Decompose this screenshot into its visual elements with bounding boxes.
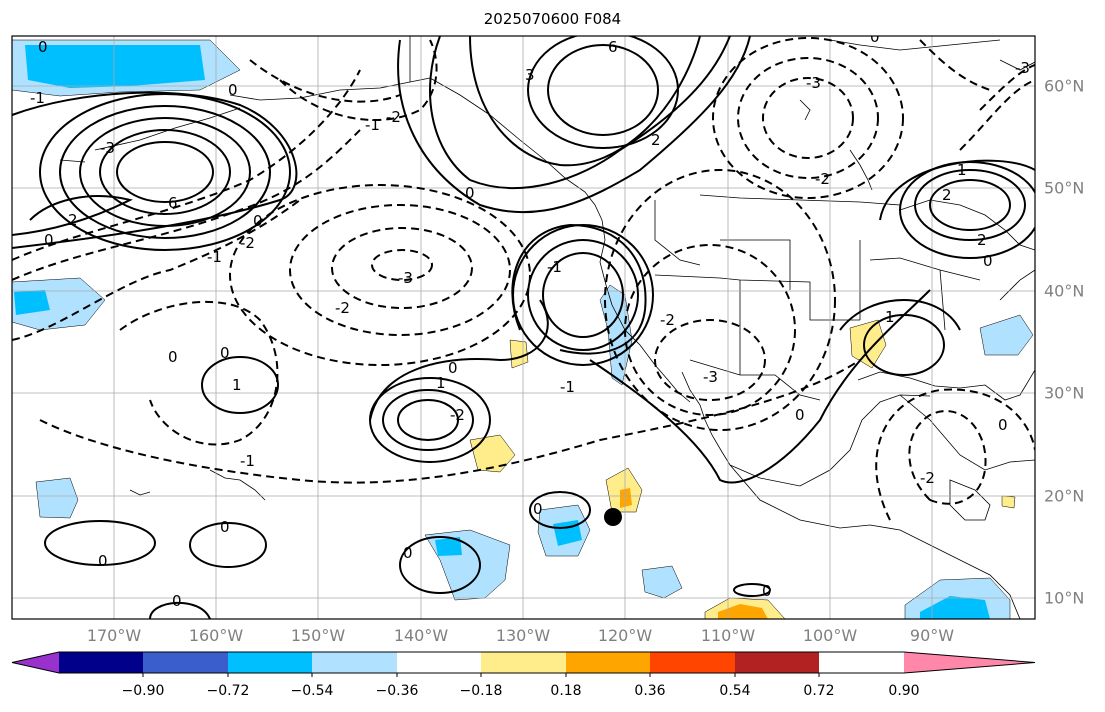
solid-contours xyxy=(12,36,1035,619)
contour-label: 0 xyxy=(983,252,993,270)
contour-label: -2 xyxy=(386,108,401,126)
contour-label: -3 xyxy=(398,269,413,287)
contour-label: -3 xyxy=(806,74,821,92)
colorbar-outline xyxy=(11,651,1036,674)
contour-label: -1 xyxy=(547,258,562,276)
contour-label: -3 xyxy=(703,368,718,386)
dashed-contours xyxy=(12,37,1035,521)
lon-label: 110°W xyxy=(700,626,756,645)
contour-label: -2 xyxy=(660,311,675,329)
lat-label: 60°N xyxy=(1044,76,1085,96)
colorbar-tick-label: −0.18 xyxy=(459,683,503,699)
lon-label: 160°W xyxy=(188,626,244,645)
contour-label: -1 xyxy=(30,89,45,107)
lat-label: 20°N xyxy=(1044,486,1085,506)
contour-label: 0 xyxy=(44,231,54,249)
contour-label: 2 xyxy=(977,231,987,249)
colorbar-segment xyxy=(566,652,650,673)
colorbar-segment xyxy=(228,652,312,673)
contour-label: 0 xyxy=(403,544,413,562)
lon-label: 150°W xyxy=(290,626,346,645)
lon-label: 140°W xyxy=(393,626,449,645)
colorbar-segment xyxy=(650,652,735,673)
contour-label: -1 xyxy=(365,116,380,134)
contour-label: 0 xyxy=(533,500,543,518)
contour-label: -2 xyxy=(240,234,255,252)
contour-label: -2 xyxy=(450,406,465,424)
storm-position-marker xyxy=(604,508,622,526)
colorbar-tick-label: 0.90 xyxy=(888,683,920,699)
contour-label: -3 xyxy=(100,139,115,157)
colorbar-tick-label: −0.90 xyxy=(121,683,165,699)
contour-label: -2 xyxy=(815,170,830,188)
lat-label: 50°N xyxy=(1044,178,1085,198)
contour-label: 0 xyxy=(168,348,178,366)
lon-label: 130°W xyxy=(495,626,551,645)
colorbar-segment xyxy=(59,652,143,673)
lon-label: 90°W xyxy=(909,626,955,645)
shaded-anomaly-regions xyxy=(12,39,1034,619)
contour-label: 0 xyxy=(38,38,48,56)
contour-label: 0 xyxy=(228,81,238,99)
contour-label: -3 xyxy=(1015,59,1030,77)
lat-label: 30°N xyxy=(1044,383,1085,403)
colorbar-tick-label: −0.54 xyxy=(290,683,334,699)
contour-label: 0 xyxy=(762,582,772,600)
contour-label: 0 xyxy=(220,344,230,362)
colorbar-tick-label: −0.36 xyxy=(375,683,419,699)
colorbar-segment xyxy=(481,652,566,673)
contour-label: 0 xyxy=(795,406,805,424)
contour-label: 1 xyxy=(885,308,895,326)
map-title: 2025070600 F084 xyxy=(483,10,622,28)
colorbar-tick-label: 0.18 xyxy=(550,683,582,699)
contour-label: 0 xyxy=(220,518,230,536)
lat-label: 40°N xyxy=(1044,281,1085,301)
contour-label: -1 xyxy=(240,452,255,470)
contour-label: 1 xyxy=(957,161,967,179)
colorbar-extend-low xyxy=(12,652,59,673)
gridlines xyxy=(12,36,1035,619)
colorbar-tick-label: −0.72 xyxy=(206,683,250,699)
colorbar-segment xyxy=(397,652,481,673)
colorbar xyxy=(11,651,1036,677)
contour-label: 0 xyxy=(870,28,880,46)
contour-labels: 0 -1 -3 6 2 0 -1 -2 0 0 -1 -2 3 6 2 0 -3… xyxy=(30,28,1030,610)
contour-label: 0 xyxy=(465,184,475,202)
contour-label: 3 xyxy=(525,66,535,84)
lat-label: 10°N xyxy=(1044,588,1085,608)
lon-label: 170°W xyxy=(86,626,142,645)
contour-label: 0 xyxy=(98,552,108,570)
contour-label: 1 xyxy=(436,374,446,392)
contour-label: 2 xyxy=(942,186,952,204)
map-frame xyxy=(11,35,1036,620)
colorbar-tick-label: 0.54 xyxy=(719,683,751,699)
colorbar-tick-label: 0.72 xyxy=(803,683,835,699)
contour-label: 2 xyxy=(68,211,78,229)
contour-label: 6 xyxy=(608,38,618,56)
contour-label: -2 xyxy=(335,299,350,317)
contour-label: -2 xyxy=(920,469,935,487)
lon-label: 100°W xyxy=(802,626,858,645)
contour-label: 0 xyxy=(998,416,1008,434)
contour-label: 0 xyxy=(253,212,263,230)
contour-label: 0 xyxy=(172,592,182,610)
contour-label: 6 xyxy=(168,194,178,212)
lon-label: 120°W xyxy=(597,626,653,645)
colorbar-tick-label: 0.36 xyxy=(634,683,666,699)
colorbar-extend-high xyxy=(904,652,1035,673)
contour-label: 0 xyxy=(448,359,458,377)
colorbar-segment xyxy=(735,652,819,673)
contour-label: 1 xyxy=(232,376,242,394)
contour-label: -1 xyxy=(560,378,575,396)
colorbar-segment xyxy=(312,652,397,673)
contour-label: -1 xyxy=(207,248,222,266)
colorbar-segment xyxy=(143,652,228,673)
contour-label: 2 xyxy=(651,131,661,149)
